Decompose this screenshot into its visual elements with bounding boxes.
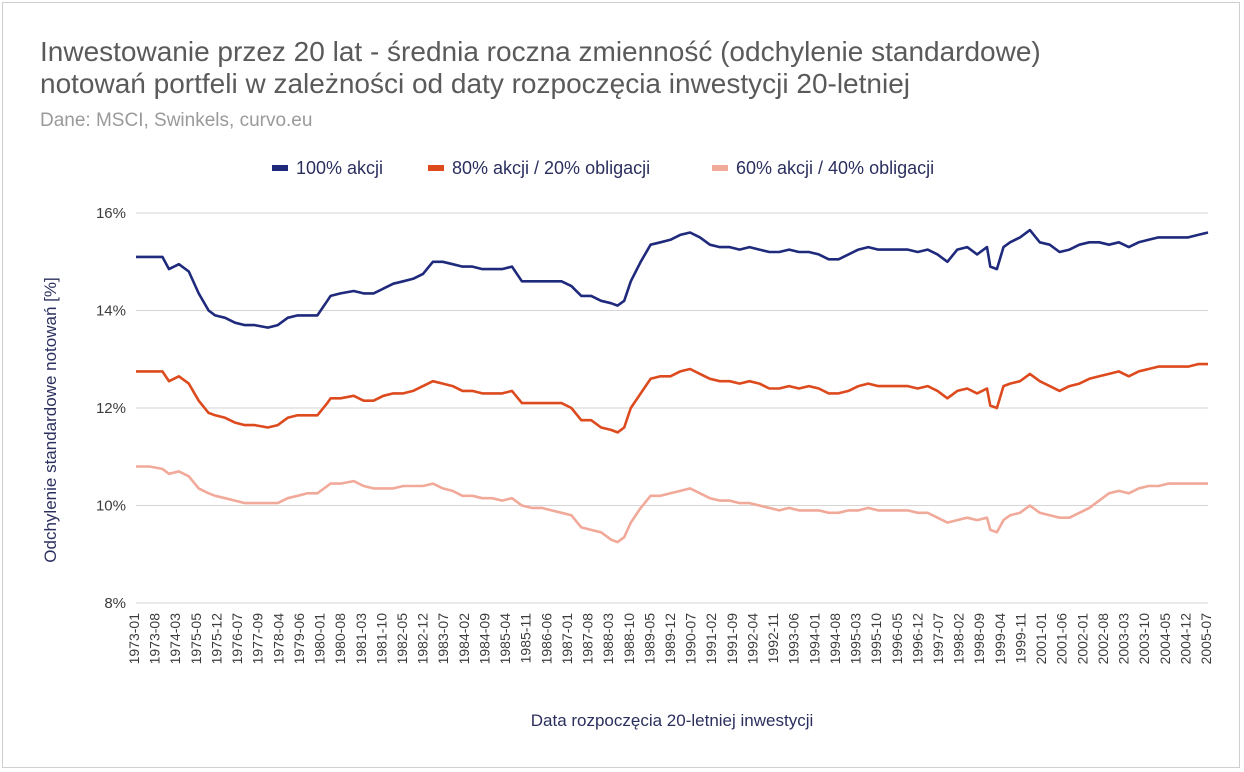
chart-title: Inwestowanie przez 20 lat - średnia rocz…	[40, 36, 1220, 100]
x-tick-label: 1978-04	[270, 613, 286, 665]
series-line	[136, 228, 1209, 329]
x-tick-label: 2003-03	[1116, 613, 1132, 665]
x-tick-label: 1977-09	[250, 613, 266, 665]
x-tick-label: 1999-04	[992, 613, 1008, 665]
x-tick-label: 1975-05	[188, 613, 204, 665]
series-line	[136, 362, 1208, 434]
x-tick-label: 1996-12	[909, 613, 925, 665]
x-tick-label: 1980-01	[312, 613, 328, 665]
x-tick-label: 1973-01	[126, 613, 142, 665]
x-tick-label: 1980-08	[332, 613, 348, 665]
x-tick-label: 1984-02	[456, 613, 472, 665]
x-tick-label: 1987-08	[580, 613, 596, 665]
x-tick-label: 1981-03	[353, 613, 369, 665]
x-tick-label: 1985-11	[518, 613, 534, 664]
x-tick-label: 1996-05	[889, 613, 905, 665]
legend-label: 100% akcji	[296, 158, 383, 178]
x-tick-label: 1989-12	[662, 613, 678, 665]
x-tick-label: 2003-10	[1136, 613, 1152, 665]
x-tick-label: 1999-11	[1012, 613, 1028, 664]
x-tick-label: 2005-07	[1198, 613, 1214, 665]
x-tick-label: 1991-02	[703, 613, 719, 665]
x-tick-label: 1984-09	[476, 613, 492, 665]
x-tick-label: 1991-09	[724, 613, 740, 665]
y-axis-title: Odchylenie standardowe notowań [%]	[41, 277, 60, 562]
x-tick-label: 2004-05	[1157, 613, 1173, 665]
x-tick-label: 1987-01	[559, 613, 575, 665]
legend-label: 80% akcji / 20% obligacji	[452, 158, 650, 178]
x-tick-label: 1989-05	[641, 613, 657, 665]
x-tick-label: 1981-10	[373, 613, 389, 665]
chart-title-line-1: Inwestowanie przez 20 lat - średnia rocz…	[40, 36, 1041, 67]
x-tick-label: 1986-06	[538, 613, 554, 665]
y-tick-label: 12%	[96, 400, 126, 417]
x-tick-label: 1982-05	[394, 613, 410, 665]
x-tick-label: 1982-12	[415, 613, 431, 665]
x-tick-label: 2001-01	[1033, 613, 1049, 665]
x-tick-label: 1994-08	[827, 613, 843, 665]
chart-subtitle: Dane: MSCI, Swinkels, curvo.eu	[40, 110, 313, 131]
x-tick-label: 1998-09	[971, 613, 987, 665]
x-tick-label: 1979-06	[291, 613, 307, 665]
legend-swatch	[272, 165, 288, 171]
legend-swatch	[428, 165, 444, 171]
legend-swatch	[712, 165, 728, 171]
x-tick-label: 1995-10	[868, 613, 884, 665]
x-tick-label: 1983-07	[435, 613, 451, 665]
y-tick-label: 14%	[96, 303, 126, 320]
x-tick-label: 1992-11	[765, 613, 781, 664]
x-tick-label: 1998-02	[951, 613, 967, 665]
x-tick-label: 1990-07	[683, 613, 699, 665]
y-tick-label: 16%	[96, 205, 126, 222]
x-axis-title: Data rozpoczęcia 20-letniej inwestycji	[531, 711, 814, 730]
y-tick-label: 10%	[96, 498, 126, 515]
x-tick-label: 2002-08	[1095, 613, 1111, 665]
x-tick-label: 1993-06	[786, 613, 802, 665]
x-tick-label: 1975-12	[208, 613, 224, 665]
x-tick-label: 1973-08	[147, 613, 163, 665]
chart-title-line-2: notowań portfeli w zależności od daty ro…	[40, 68, 910, 99]
x-tick-label: 1988-10	[621, 613, 637, 665]
x-tick-label: 1985-04	[497, 613, 513, 665]
y-tick-label: 8%	[104, 595, 126, 612]
x-tick-label: 1995-03	[848, 613, 864, 665]
x-tick-label: 1992-04	[744, 613, 760, 665]
x-tick-label: 2001-06	[1054, 613, 1070, 665]
x-tick-label: 1997-07	[930, 613, 946, 665]
x-tick-label: 1974-03	[167, 613, 183, 665]
x-tick-label: 2002-01	[1074, 613, 1090, 665]
x-tick-label: 1988-03	[600, 613, 616, 665]
series-line	[136, 465, 1208, 544]
x-tick-label: 2004-12	[1177, 613, 1193, 665]
x-tick-label: 1976-07	[229, 613, 245, 665]
x-tick-label: 1994-01	[806, 613, 822, 665]
legend-label: 60% akcji / 40% obligacji	[736, 158, 934, 178]
